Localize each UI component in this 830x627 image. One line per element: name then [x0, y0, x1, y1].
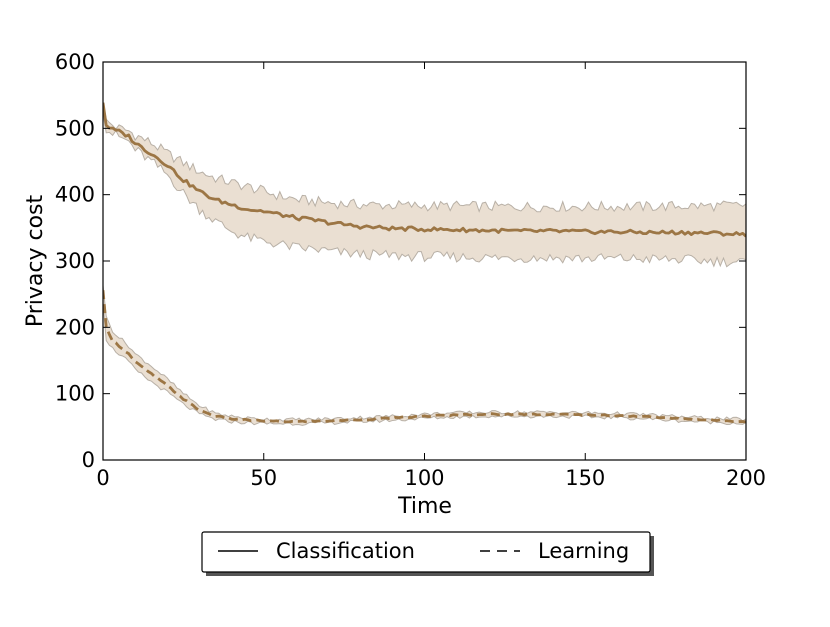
y-tick-label: 500 [55, 116, 95, 140]
legend-label-classification: Classification [276, 539, 415, 563]
legend: Classification Learning [201, 531, 654, 576]
x-tick-label: 0 [96, 466, 109, 490]
x-axis: 0 50 100 150 200 [96, 62, 766, 490]
band-classification [103, 101, 746, 267]
legend-label-learning: Learning [538, 539, 629, 563]
x-axis-label: Time [397, 494, 452, 519]
y-tick-label: 200 [55, 315, 95, 339]
legend-box [201, 531, 651, 573]
band-learning [103, 285, 746, 426]
y-tick-label: 600 [55, 50, 95, 74]
band-lower-edge-classification [103, 113, 746, 268]
y-axis-label: Privacy cost [23, 194, 48, 327]
plot-area [102, 61, 747, 461]
y-tick-label: 100 [55, 382, 95, 406]
y-tick-label: 300 [55, 249, 95, 273]
x-tick-label: 150 [565, 466, 605, 490]
x-tick-label: 200 [726, 466, 766, 490]
band-lower-edge-learning [103, 302, 746, 426]
plot-content [103, 101, 746, 426]
y-tick-label: 400 [55, 183, 95, 207]
x-tick-label: 50 [250, 466, 277, 490]
x-tick-label: 100 [404, 466, 444, 490]
series-line-classification [103, 102, 746, 238]
series-line-learning [103, 290, 746, 424]
band-upper-edge-classification [103, 101, 746, 213]
band-upper-edge-learning [103, 285, 746, 422]
y-tick-label: 0 [82, 448, 95, 472]
y-axis: 0 100 200 300 400 500 600 [55, 50, 746, 472]
